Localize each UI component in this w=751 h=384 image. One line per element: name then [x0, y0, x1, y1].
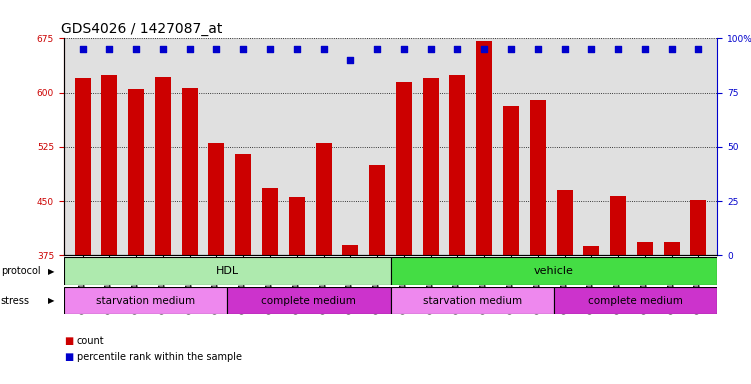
Text: ■: ■: [64, 352, 73, 362]
Text: ▶: ▶: [48, 296, 55, 305]
Point: [532, 46, 544, 52]
Bar: [227, 287, 391, 314]
Bar: [449, 74, 466, 255]
Bar: [556, 190, 572, 255]
Bar: [209, 143, 225, 255]
Text: HDL: HDL: [216, 266, 239, 276]
Text: count: count: [77, 336, 104, 346]
Point: [451, 46, 463, 52]
Bar: [391, 287, 554, 314]
Point: [692, 46, 704, 52]
Bar: [64, 287, 227, 314]
Point: [210, 46, 222, 52]
Bar: [128, 89, 144, 255]
Bar: [182, 88, 198, 255]
Text: starvation medium: starvation medium: [423, 296, 522, 306]
Text: starvation medium: starvation medium: [96, 296, 195, 306]
Bar: [529, 100, 546, 255]
Text: ■: ■: [64, 336, 73, 346]
Point: [264, 46, 276, 52]
Bar: [369, 165, 385, 255]
Text: complete medium: complete medium: [588, 296, 683, 306]
Bar: [64, 257, 391, 285]
Bar: [235, 154, 252, 255]
Point: [345, 57, 357, 63]
Point: [612, 46, 624, 52]
Bar: [74, 78, 91, 255]
Point: [665, 46, 677, 52]
Text: complete medium: complete medium: [261, 296, 356, 306]
Bar: [391, 257, 717, 285]
Point: [505, 46, 517, 52]
Point: [130, 46, 142, 52]
Bar: [584, 246, 599, 255]
Bar: [554, 287, 717, 314]
Bar: [289, 197, 305, 255]
Bar: [610, 196, 626, 255]
Text: stress: stress: [1, 296, 30, 306]
Point: [291, 46, 303, 52]
Text: percentile rank within the sample: percentile rank within the sample: [77, 352, 242, 362]
Point: [585, 46, 597, 52]
Bar: [342, 245, 358, 255]
Bar: [664, 242, 680, 255]
Point: [77, 46, 89, 52]
Bar: [637, 242, 653, 255]
Bar: [423, 78, 439, 255]
Bar: [503, 106, 519, 255]
Point: [318, 46, 330, 52]
Point: [424, 46, 436, 52]
Bar: [396, 82, 412, 255]
Point: [184, 46, 196, 52]
Bar: [476, 41, 492, 255]
Point: [639, 46, 651, 52]
Text: protocol: protocol: [1, 266, 41, 276]
Bar: [101, 74, 117, 255]
Point: [104, 46, 116, 52]
Text: vehicle: vehicle: [534, 266, 574, 276]
Point: [371, 46, 383, 52]
Text: ▶: ▶: [48, 266, 55, 276]
Point: [478, 46, 490, 52]
Point: [237, 46, 249, 52]
Point: [157, 46, 169, 52]
Point: [559, 46, 571, 52]
Point: [398, 46, 410, 52]
Bar: [262, 188, 278, 255]
Bar: [315, 143, 332, 255]
Bar: [690, 200, 707, 255]
Bar: [155, 77, 171, 255]
Text: GDS4026 / 1427087_at: GDS4026 / 1427087_at: [61, 22, 222, 36]
